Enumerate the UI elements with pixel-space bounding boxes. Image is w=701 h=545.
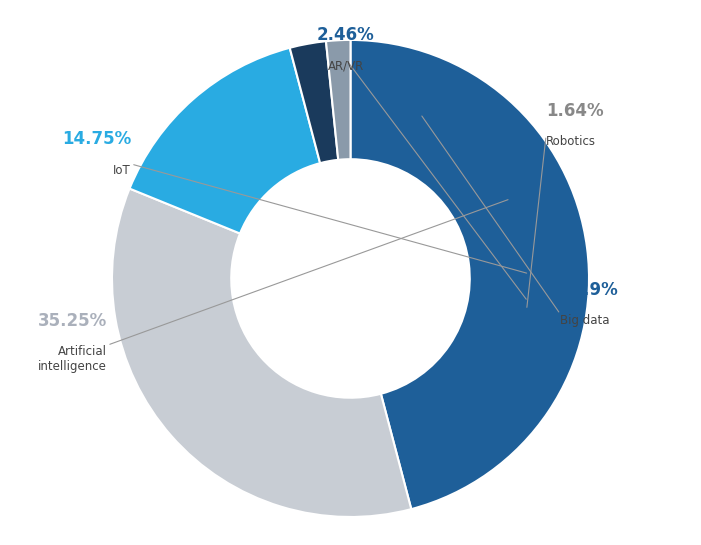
Wedge shape	[350, 40, 589, 509]
Text: IoT: IoT	[114, 164, 131, 177]
Wedge shape	[130, 48, 320, 233]
Text: Robotics: Robotics	[546, 135, 596, 148]
Wedge shape	[326, 40, 350, 160]
Wedge shape	[290, 41, 339, 163]
Text: Big data: Big data	[560, 314, 610, 327]
Text: Artificial
intelligence: Artificial intelligence	[39, 345, 107, 373]
Text: 45.9%: 45.9%	[560, 281, 618, 299]
Wedge shape	[112, 189, 411, 517]
Text: AR/VR: AR/VR	[327, 59, 364, 72]
Text: 2.46%: 2.46%	[317, 26, 374, 44]
Text: 14.75%: 14.75%	[62, 130, 131, 148]
Text: 1.64%: 1.64%	[546, 102, 604, 120]
Text: 35.25%: 35.25%	[38, 312, 107, 330]
